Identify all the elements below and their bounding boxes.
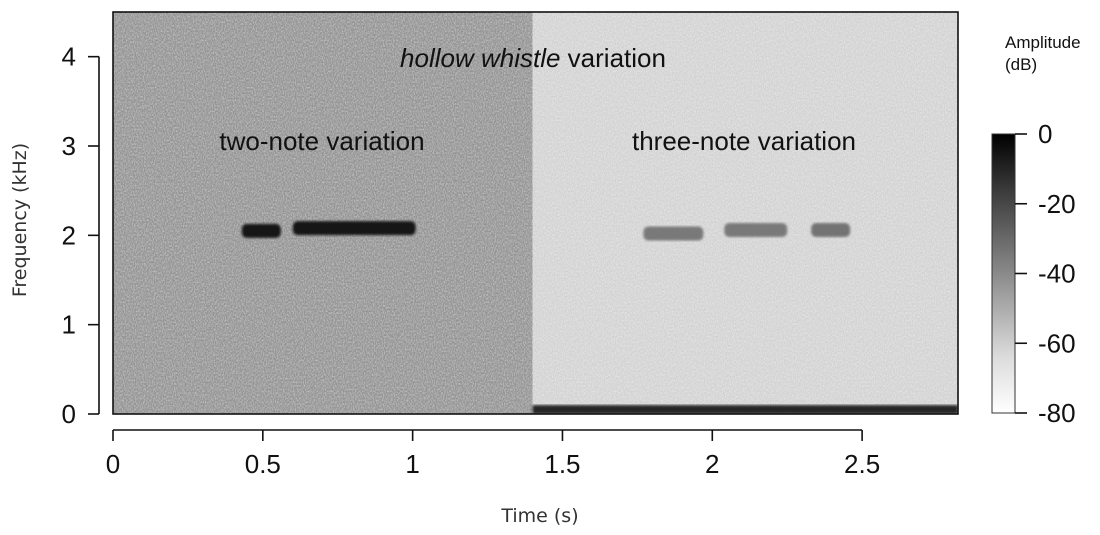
low-frequency-band <box>532 405 958 414</box>
noise-texture <box>113 12 958 414</box>
note-marks <box>241 221 851 241</box>
colorbar-title-line-2: (dB) <box>1005 55 1037 74</box>
note-0 <box>241 223 281 238</box>
y-tick-label-2: 2 <box>62 220 76 250</box>
y-tick-label-0: 0 <box>62 399 76 429</box>
colorbar-gradient <box>991 133 1016 414</box>
note-4 <box>811 222 851 237</box>
note-2 <box>643 226 704 241</box>
panel-label-three-note: three-note variation <box>632 126 856 156</box>
y-tick-label-1: 1 <box>62 310 76 340</box>
x-tick-label-2: 1 <box>405 449 419 479</box>
y-tick-label-4: 4 <box>62 42 76 72</box>
colorbar-title-line-1: Amplitude <box>1005 33 1081 52</box>
y-axis: 0 1 2 3 4 <box>62 42 100 429</box>
note-3 <box>724 222 788 237</box>
colorbar-tick-label-0: 0 <box>1038 119 1052 149</box>
note-1 <box>292 221 416 236</box>
colorbar-tick-label-2: -40 <box>1038 259 1076 289</box>
low-band-mark <box>532 405 958 414</box>
x-axis-title: Time (s) <box>500 505 578 527</box>
x-tick-label-3: 1.5 <box>544 449 580 479</box>
y-tick-label-3: 3 <box>62 131 76 161</box>
chart-title: hollow whistle variation <box>400 43 666 73</box>
chart-title-normal: variation <box>560 43 666 73</box>
y-axis-title: Frequency (kHz) <box>9 143 31 297</box>
colorbar-ticks: 0 -20 -40 -60 -80 <box>1015 119 1076 428</box>
plot-frame <box>112 11 959 415</box>
colorbar-tick-label-3: -60 <box>1038 328 1076 358</box>
colorbar-tick-label-4: -80 <box>1038 398 1076 428</box>
plot-area <box>113 12 958 414</box>
x-axis: 0 0.5 1 1.5 2 2.5 <box>106 429 880 479</box>
x-tick-label-4: 2 <box>705 449 719 479</box>
panel-label-two-note: two-note variation <box>219 126 424 156</box>
x-tick-label-5: 2.5 <box>844 449 880 479</box>
chart-title-italic: hollow whistle <box>400 43 560 73</box>
colorbar: Amplitude (dB) 0 -20 -40 -60 -80 <box>991 33 1081 428</box>
colorbar-tick-label-1: -20 <box>1038 189 1076 219</box>
x-tick-label-0: 0 <box>106 449 120 479</box>
x-tick-label-1: 0.5 <box>245 449 281 479</box>
